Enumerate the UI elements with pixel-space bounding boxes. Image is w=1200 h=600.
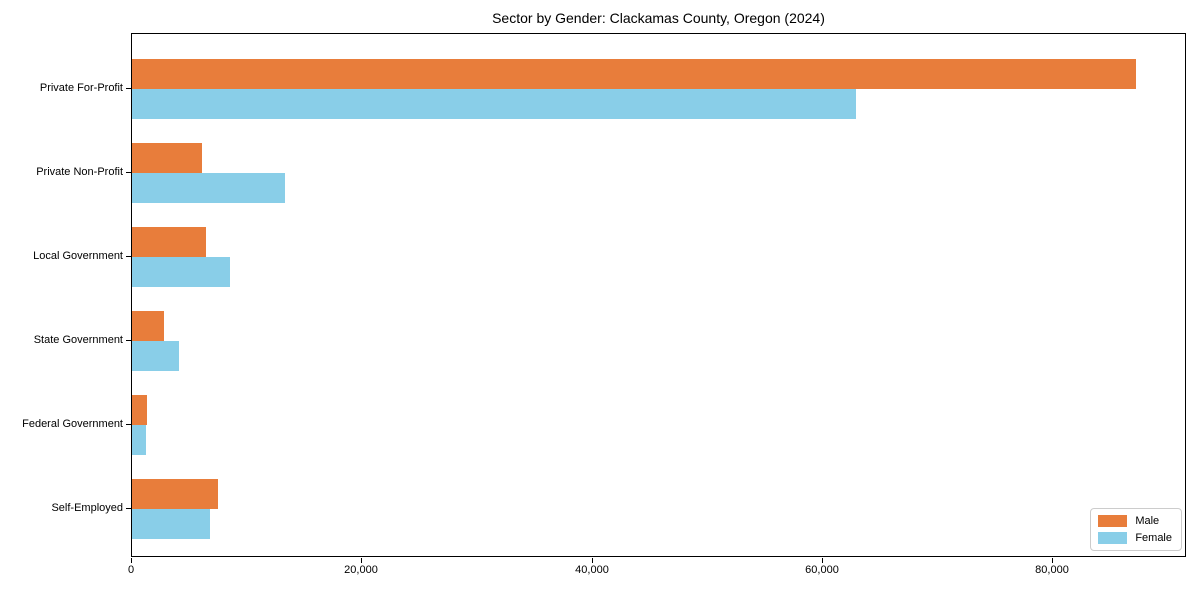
x-tick-mark-80000 — [1052, 558, 1053, 563]
chart-title: Sector by Gender: Clackamas County, Oreg… — [492, 10, 825, 26]
x-tick-label-0: 0 — [127, 564, 135, 576]
y-tick-label-private-non-profit: Private Non-Profit — [36, 166, 123, 178]
bar-female-local-government — [132, 257, 230, 287]
bar-male-state-government — [132, 311, 164, 341]
bar-female-state-government — [132, 341, 179, 371]
y-tick-mark-private-non-profit — [126, 172, 131, 173]
legend-swatch-male — [1098, 515, 1128, 527]
x-tick-label-80000: 80,000 — [1035, 564, 1069, 576]
y-tick-label-federal-government: Federal Government — [22, 418, 123, 430]
y-tick-mark-local-government — [126, 256, 131, 257]
x-tick-mark-0 — [131, 558, 132, 563]
x-tick-label-60000: 60,000 — [805, 564, 839, 576]
y-tick-label-state-government: State Government — [33, 334, 123, 346]
bar-male-local-government — [132, 227, 206, 257]
legend-item-male: Male — [1098, 515, 1172, 527]
x-tick-label-40000: 40,000 — [575, 564, 609, 576]
x-tick-mark-60000 — [822, 558, 823, 563]
x-tick-mark-20000 — [361, 558, 362, 563]
bar-female-private-for-profit — [132, 89, 856, 119]
bar-male-federal-government — [132, 395, 147, 425]
bar-female-self-employed — [132, 509, 210, 539]
bar-male-private-for-profit — [132, 59, 1136, 89]
y-tick-label-private-for-profit: Private For-Profit — [39, 82, 123, 94]
bar-male-private-non-profit — [132, 143, 202, 173]
bar-female-federal-government — [132, 425, 146, 455]
y-tick-mark-self-employed — [126, 508, 131, 509]
bar-male-self-employed — [132, 479, 218, 509]
y-tick-label-local-government: Local Government — [33, 250, 123, 262]
x-tick-label-20000: 20,000 — [344, 564, 378, 576]
plot-area: Male Female — [131, 33, 1186, 557]
y-tick-mark-private-for-profit — [126, 88, 131, 89]
x-tick-mark-40000 — [592, 558, 593, 563]
y-tick-mark-state-government — [126, 340, 131, 341]
legend-label-male: Male — [1135, 515, 1160, 527]
legend-label-female: Female — [1135, 532, 1172, 544]
legend-item-female: Female — [1098, 532, 1172, 544]
bar-female-private-non-profit — [132, 173, 285, 203]
legend: Male Female — [1090, 508, 1182, 551]
y-tick-mark-federal-government — [126, 424, 131, 425]
y-tick-label-self-employed: Self-Employed — [51, 502, 123, 514]
legend-swatch-female — [1098, 532, 1128, 544]
